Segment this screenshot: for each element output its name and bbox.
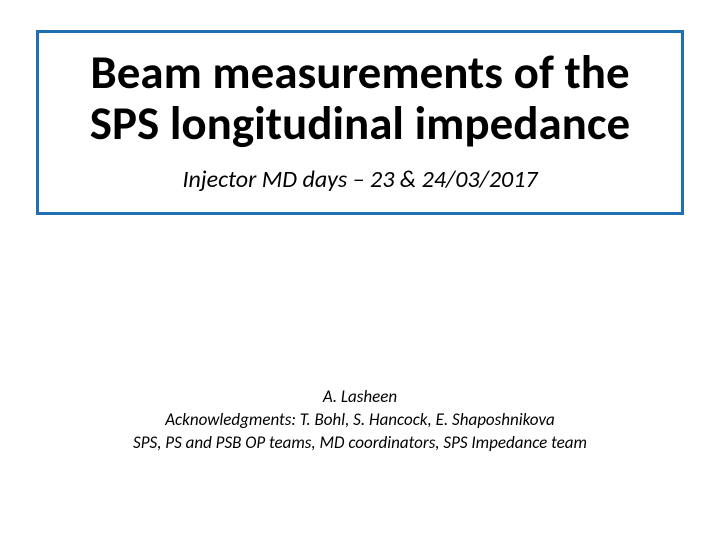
credits-acknowledgments: Acknowledgments: T. Bohl, S. Hancock, E.… xyxy=(0,409,720,432)
credits-teams: SPS, PS and PSB OP teams, MD coordinator… xyxy=(0,432,720,455)
slide-subtitle: Injector MD days – 23 & 24/03/2017 xyxy=(61,165,659,194)
slide: Beam measurements of the SPS longitudina… xyxy=(0,0,720,540)
credits-block: A. Lasheen Acknowledgments: T. Bohl, S. … xyxy=(0,386,720,455)
title-box: Beam measurements of the SPS longitudina… xyxy=(36,30,684,215)
credits-author: A. Lasheen xyxy=(0,386,720,409)
slide-title: Beam measurements of the SPS longitudina… xyxy=(61,47,659,149)
